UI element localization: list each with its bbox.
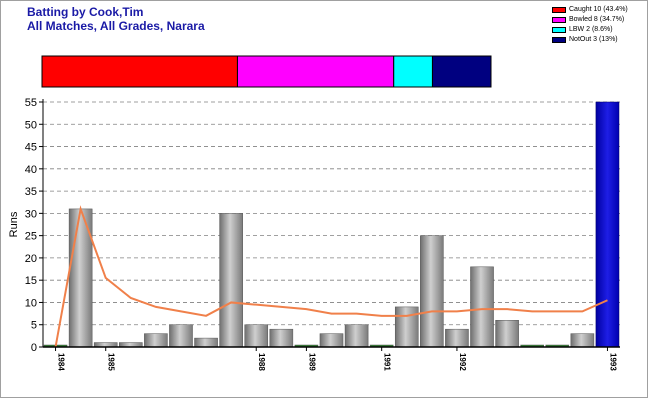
legend-swatch [552, 27, 566, 33]
dismissal-segment [41, 55, 238, 88]
x-tick-label: 1993 [608, 353, 617, 371]
bar [495, 320, 519, 348]
legend-label: Caught 10 (43.4%) [569, 6, 628, 13]
bar [319, 333, 344, 348]
bar [219, 213, 243, 348]
dismissal-segment [431, 55, 492, 88]
legend-label: Bowled 8 (34.7%) [569, 16, 625, 23]
legend-label: NotOut 3 (13%) [569, 36, 618, 43]
bar [470, 266, 494, 348]
y-tick-label: 35 [25, 186, 37, 198]
bar [344, 324, 369, 348]
bar [144, 333, 168, 348]
dismissal-segment [393, 55, 433, 88]
bar [595, 101, 620, 348]
legend-item: Caught 10 (43.4%) [552, 5, 628, 15]
y-tick-label: 55 [25, 97, 37, 109]
x-tick-label: 1991 [383, 353, 392, 371]
y-tick-label: 5 [31, 320, 37, 332]
x-tick-label: 1992 [458, 353, 467, 371]
legend-swatch [552, 7, 566, 13]
legend-item: NotOut 3 (13%) [552, 35, 628, 45]
y-tick-label: 20 [25, 253, 37, 265]
x-tick-label: 1985 [107, 353, 116, 371]
chart-title: Batting by Cook,Tim [27, 5, 144, 19]
legend-label: LBW 2 (8.6%) [569, 26, 613, 33]
y-axis-label: Runs [8, 211, 20, 237]
y-tick-label: 50 [25, 119, 37, 131]
bar [445, 328, 469, 348]
x-tick-label: 1989 [307, 353, 316, 371]
bar [244, 324, 269, 348]
legend-swatch [552, 37, 566, 43]
y-tick-label: 10 [25, 297, 37, 309]
y-tick-label: 30 [25, 208, 37, 220]
y-tick-label: 15 [25, 275, 37, 287]
y-tick-label: 25 [25, 231, 37, 243]
y-tick-label: 40 [25, 164, 37, 176]
legend-swatch [552, 17, 566, 23]
legend: Caught 10 (43.4%) Bowled 8 (34.7%) LBW 2 (… [552, 5, 628, 45]
bar [394, 306, 419, 348]
average-line [54, 205, 608, 348]
y-tick-label: 0 [31, 342, 37, 354]
bar [169, 324, 193, 348]
chart-subtitle: All Matches, All Grades, Narara [27, 19, 205, 33]
bar [194, 337, 218, 348]
x-tick-label: 1988 [257, 353, 266, 371]
y-tick-label: 45 [25, 142, 37, 154]
legend-item: LBW 2 (8.6%) [552, 25, 628, 35]
x-tick-label: 1984 [57, 353, 66, 371]
legend-item: Bowled 8 (34.7%) [552, 15, 628, 25]
bar [420, 235, 444, 348]
bar [570, 333, 595, 348]
bar [269, 328, 294, 348]
dismissal-segment [236, 55, 395, 88]
